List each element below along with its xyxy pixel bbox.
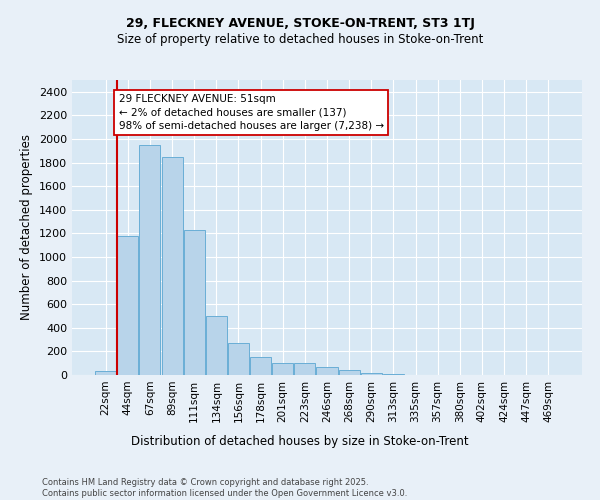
Bar: [228, 343, 249, 375]
Text: 29, FLECKNEY AVENUE, STOKE-ON-TRENT, ST3 1TJ: 29, FLECKNEY AVENUE, STOKE-ON-TRENT, ST3…: [125, 18, 475, 30]
Text: Distribution of detached houses by size in Stoke-on-Trent: Distribution of detached houses by size …: [131, 435, 469, 448]
Text: 29 FLECKNEY AVENUE: 51sqm
← 2% of detached houses are smaller (137)
98% of semi-: 29 FLECKNEY AVENUE: 51sqm ← 2% of detach…: [119, 94, 383, 130]
Bar: [361, 373, 382, 375]
Bar: [206, 316, 227, 375]
Text: Contains HM Land Registry data © Crown copyright and database right 2025.
Contai: Contains HM Land Registry data © Crown c…: [42, 478, 407, 498]
Bar: [95, 372, 116, 375]
Bar: [383, 374, 404, 375]
Bar: [338, 370, 359, 375]
Bar: [139, 145, 160, 375]
Bar: [184, 230, 205, 375]
Y-axis label: Number of detached properties: Number of detached properties: [20, 134, 34, 320]
Bar: [272, 362, 293, 375]
Text: Size of property relative to detached houses in Stoke-on-Trent: Size of property relative to detached ho…: [117, 32, 483, 46]
Bar: [161, 156, 182, 375]
Bar: [295, 363, 316, 375]
Bar: [118, 236, 139, 375]
Bar: [250, 356, 271, 375]
Bar: [316, 366, 338, 375]
